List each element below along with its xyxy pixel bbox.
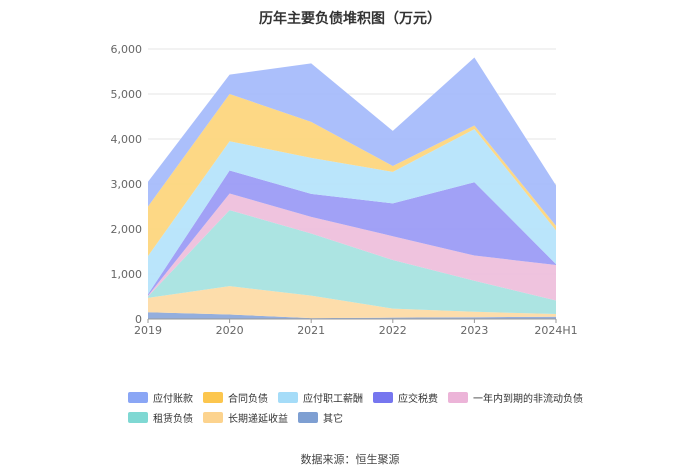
legend-item[interactable]: 应交税费 <box>373 390 438 405</box>
series-area <box>148 193 556 301</box>
legend-item[interactable]: 合同负债 <box>203 390 268 405</box>
series-area <box>148 129 556 295</box>
x-tick-label: 2020 <box>216 324 244 337</box>
legend-row: 租赁负债 长期递延收益 其它 <box>128 408 608 426</box>
y-tick-label: 2,000 <box>111 223 143 236</box>
series-area <box>148 210 556 315</box>
y-tick-label: 0 <box>135 313 142 326</box>
data-source-note: 数据来源：恒生聚源 <box>300 453 400 466</box>
x-tick-label: 2022 <box>379 324 407 337</box>
chart-title: 历年主要负债堆积图（万元） <box>259 11 441 27</box>
legend-item[interactable]: 其它 <box>298 410 343 425</box>
legend-swatch <box>278 391 298 403</box>
legend-label: 应付账款 <box>153 393 193 405</box>
legend-label: 应付职工薪酬 <box>303 393 363 405</box>
legend-swatch <box>448 391 468 403</box>
y-tick-label: 3,000 <box>111 178 143 191</box>
legend-swatch <box>203 391 223 403</box>
legend-label: 长期递延收益 <box>228 413 288 425</box>
legend-item[interactable]: 一年内到期的非流动负债 <box>448 390 583 405</box>
legend-swatch <box>128 411 148 423</box>
legend-label: 一年内到期的非流动负债 <box>473 393 583 405</box>
x-tick-label: 2024H1 <box>534 324 577 337</box>
series-area <box>148 94 556 256</box>
series-area <box>148 312 556 319</box>
legend-item[interactable]: 长期递延收益 <box>203 410 288 425</box>
chart-legend: 应付账款 合同负债 应付职工薪酬 应交税费 一年内到期的非流动负债 租赁负债 长期递延收益… <box>128 388 608 428</box>
series-area <box>148 57 556 226</box>
legend-item[interactable]: 应付职工薪酬 <box>278 390 363 405</box>
legend-label: 应交税费 <box>398 393 438 405</box>
stacked-area-chart: 0 1,000 2,000 3,000 4,000 5,000 6,000 2019 2020 2… <box>111 43 578 337</box>
series-area <box>148 170 556 296</box>
y-tick-label: 6,000 <box>111 43 143 56</box>
legend-label: 合同负债 <box>228 393 268 405</box>
legend-item[interactable]: 应付账款 <box>128 390 193 405</box>
legend-swatch <box>298 411 318 423</box>
y-tick-label: 5,000 <box>111 88 143 101</box>
y-tick-label: 4,000 <box>111 133 143 146</box>
legend-swatch <box>128 391 148 403</box>
legend-swatch <box>373 391 393 403</box>
legend-label: 其它 <box>323 413 343 425</box>
x-tick-label: 2023 <box>460 324 488 337</box>
legend-row: 应付账款 合同负债 应付职工薪酬 应交税费 一年内到期的非流动负债 <box>128 388 608 406</box>
x-tick-label: 2019 <box>134 324 162 337</box>
y-tick-label: 1,000 <box>111 268 143 281</box>
legend-item[interactable]: 租赁负债 <box>128 410 193 425</box>
legend-label: 租赁负债 <box>153 413 193 425</box>
x-tick-label: 2021 <box>297 324 325 337</box>
legend-swatch <box>203 411 223 423</box>
